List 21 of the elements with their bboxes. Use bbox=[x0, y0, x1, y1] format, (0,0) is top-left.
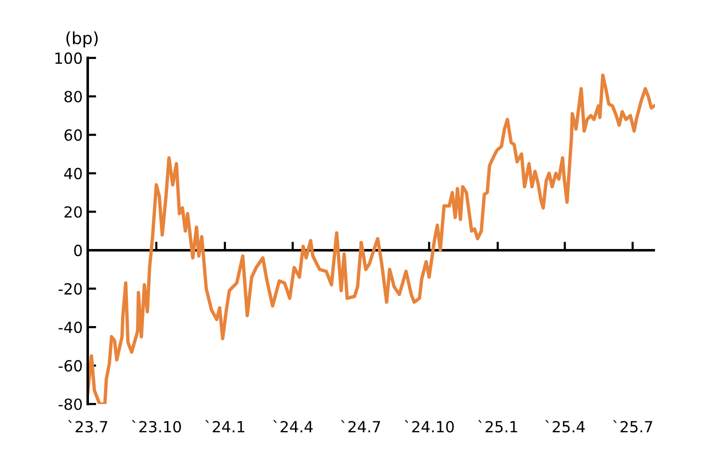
x-tick-label: `25.7 bbox=[613, 420, 652, 433]
y-tick-label: 20 bbox=[64, 206, 82, 218]
y-tick-label: -20 bbox=[58, 283, 82, 295]
x-tick-label: `24.10 bbox=[404, 420, 454, 433]
x-tick-label: `24.7 bbox=[340, 420, 380, 432]
x-tick-label: `25.1 bbox=[478, 420, 518, 433]
y-tick-label: -80 bbox=[58, 398, 82, 410]
y-tick-label: 80 bbox=[64, 90, 82, 102]
x-tick-label: `24.4 bbox=[273, 420, 313, 432]
y-tick-label: 40 bbox=[64, 168, 82, 180]
y-tick-label: -40 bbox=[58, 322, 82, 334]
x-tick-label: `23.7 bbox=[68, 420, 108, 433]
y-tick-label: 60 bbox=[64, 129, 82, 141]
y-axis-title: (bp) bbox=[66, 31, 98, 48]
x-tick-label: `25.4 bbox=[545, 420, 585, 433]
y-tick-label: -60 bbox=[58, 360, 82, 372]
y-tick-label: 100 bbox=[55, 52, 82, 64]
x-tick-label: `23.10 bbox=[132, 420, 181, 433]
y-tick-label: 0 bbox=[74, 244, 82, 256]
x-tick-label: `24.1 bbox=[205, 420, 244, 432]
line-series bbox=[88, 74, 656, 404]
